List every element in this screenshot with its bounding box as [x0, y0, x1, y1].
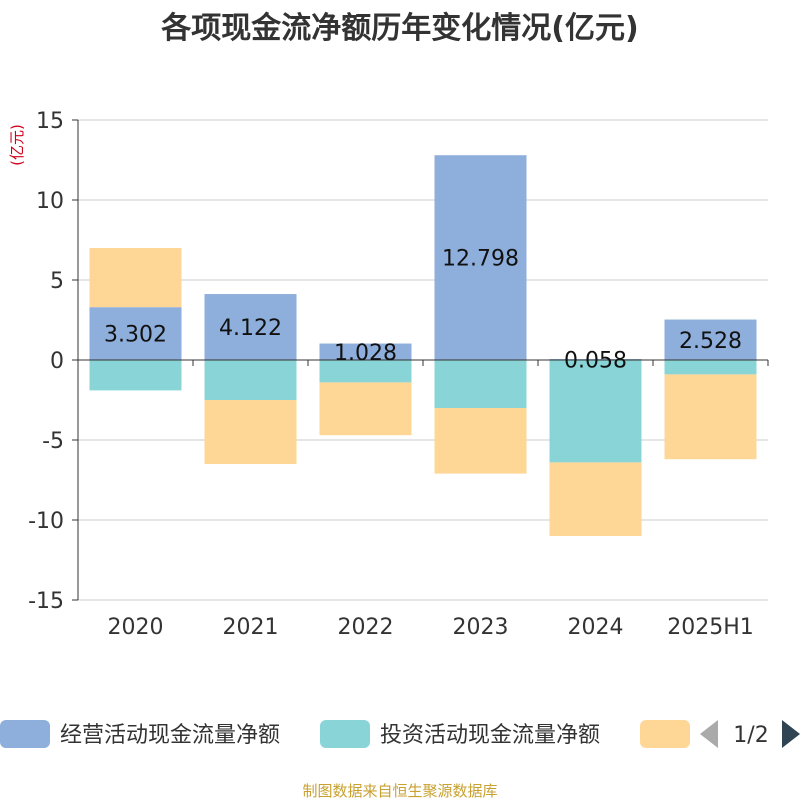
y-tick-label: -10 — [28, 509, 64, 534]
bar-series1-2021 — [204, 360, 297, 400]
bar-series0-2020 — [89, 307, 182, 360]
data-label: 1.028 — [334, 341, 397, 366]
x-tick-label: 2023 — [453, 615, 509, 640]
bar-series2-2023 — [434, 408, 527, 474]
data-label: 2.528 — [679, 329, 742, 354]
legend-item-1[interactable]: 投资活动现金流量净额 — [320, 720, 600, 748]
legend-next-arrow-icon[interactable] — [782, 720, 800, 748]
data-label: 4.122 — [219, 316, 282, 341]
data-label: 3.302 — [104, 323, 167, 348]
legend-prev-arrow-icon[interactable] — [700, 720, 718, 748]
y-tick-label: 5 — [50, 269, 64, 294]
bar-series0-2023 — [434, 155, 527, 360]
bar-series2-2024 — [549, 462, 642, 536]
x-tick-label: 2021 — [223, 615, 279, 640]
bar-series1-2025H1 — [664, 360, 757, 375]
y-tick-label: 10 — [36, 189, 64, 214]
bar-series2-2022 — [319, 382, 412, 436]
legend-swatch — [0, 720, 50, 748]
legend-item-2[interactable] — [640, 720, 690, 748]
y-axis-unit: (亿元) — [8, 124, 26, 166]
bar-series2-2021 — [204, 400, 297, 464]
data-label: 12.798 — [442, 247, 519, 272]
bar-series2-2025H1 — [664, 374, 757, 460]
bar-series0-2021 — [204, 294, 297, 360]
legend-page-indicator: 1/2 — [733, 723, 768, 748]
bar-series0-2025H1 — [664, 319, 757, 360]
bar-series1-2020 — [89, 360, 182, 391]
data-label: 0.058 — [564, 349, 627, 374]
bar-series2-2020 — [89, 247, 182, 308]
x-tick-label: 2022 — [338, 615, 394, 640]
legend-label: 经营活动现金流量净额 — [60, 723, 280, 748]
bar-series1-2024 — [549, 360, 642, 463]
y-tick-label: -15 — [28, 589, 64, 614]
bars — [89, 155, 757, 536]
legend-swatch — [320, 720, 370, 748]
y-tick-label: -5 — [42, 429, 64, 454]
y-tick-label: 0 — [50, 349, 64, 374]
x-tick-label: 2020 — [108, 615, 164, 640]
y-tick-label: 15 — [36, 109, 64, 134]
legend-label: 投资活动现金流量净额 — [380, 723, 600, 748]
data-labels: 3.302 4.122 1.028 12.798 0.058 2.528 — [104, 247, 742, 374]
footer-source: 制图数据来自恒生聚源数据库 — [302, 782, 497, 800]
x-tick-label: 2025H1 — [667, 615, 754, 640]
axes: 15 10 5 0 -5 -10 -15 2020 2021 2022 2023 2024 2025H1 — [28, 109, 769, 640]
bar-series1-2022 — [319, 360, 412, 383]
x-tick-label: 2024 — [568, 615, 624, 640]
legend: 经营活动现金流量净额 投资活动现金流量净额 1/2 — [0, 720, 800, 748]
bar-series0-2022 — [319, 343, 412, 360]
bar-series1-2023 — [434, 360, 527, 408]
legend-item-0[interactable]: 经营活动现金流量净额 — [0, 720, 280, 748]
legend-swatch — [640, 720, 690, 748]
chart-title: 各项现金流净额历年变化情况(亿元) — [160, 11, 638, 46]
